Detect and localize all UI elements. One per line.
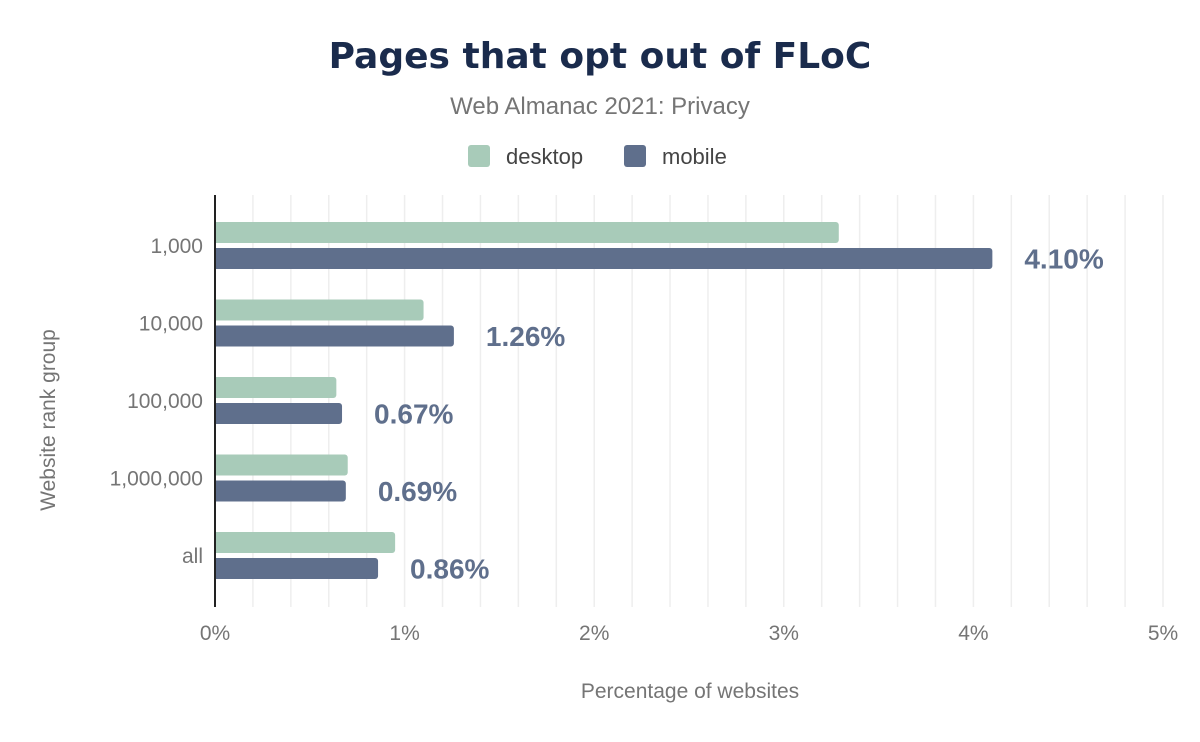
bar-desktop xyxy=(215,532,396,553)
x-ticks: 0% 1% 2% 3% 4% 5% xyxy=(200,622,1178,645)
y-ticks: 1,000 10,000 100,000 1,000,000 all xyxy=(110,235,203,568)
bar-desktop xyxy=(215,377,337,398)
x-tick-label: 1% xyxy=(389,622,419,645)
data-label: 1.26% xyxy=(486,321,565,352)
data-label: 0.86% xyxy=(410,554,489,585)
chart-subtitle: Web Almanac 2021: Privacy xyxy=(450,93,750,120)
data-label: 0.67% xyxy=(374,399,453,430)
y-tick-label: 10,000 xyxy=(139,313,203,336)
legend-label-mobile[interactable]: mobile xyxy=(662,144,727,169)
legend-label-desktop[interactable]: desktop xyxy=(506,144,583,169)
bar-desktop xyxy=(215,299,424,321)
x-tick-label: 4% xyxy=(958,622,988,645)
y-tick-label: all xyxy=(182,545,203,568)
legend-swatch-desktop xyxy=(468,145,490,167)
bar-desktop xyxy=(215,454,348,476)
legend: desktop mobile xyxy=(468,144,727,169)
y-tick-label: 100,000 xyxy=(127,390,203,413)
legend-swatch-mobile xyxy=(624,145,646,167)
x-tick-label: 0% xyxy=(200,622,230,645)
bar-mobile xyxy=(215,480,346,502)
bar-mobile xyxy=(215,558,379,579)
bars: 4.10% 1.26% 0.67% 0.69% 0.86% xyxy=(214,222,1104,585)
bar-mobile xyxy=(214,403,343,424)
y-tick-label: 1,000 xyxy=(150,235,203,258)
bar-mobile xyxy=(215,248,993,269)
y-tick-label: 1,000,000 xyxy=(110,468,203,491)
y-axis-label: Website rank group xyxy=(37,329,60,511)
chart-title: Pages that opt out of FLoC xyxy=(329,36,872,77)
x-tick-label: 3% xyxy=(769,622,799,645)
x-axis-label: Percentage of websites xyxy=(581,680,799,703)
x-tick-label: 2% xyxy=(579,622,609,645)
bar-mobile xyxy=(215,325,454,347)
bar-desktop xyxy=(215,222,839,243)
data-label: 4.10% xyxy=(1024,244,1103,275)
data-label: 0.69% xyxy=(378,476,457,507)
x-tick-label: 5% xyxy=(1148,622,1178,645)
